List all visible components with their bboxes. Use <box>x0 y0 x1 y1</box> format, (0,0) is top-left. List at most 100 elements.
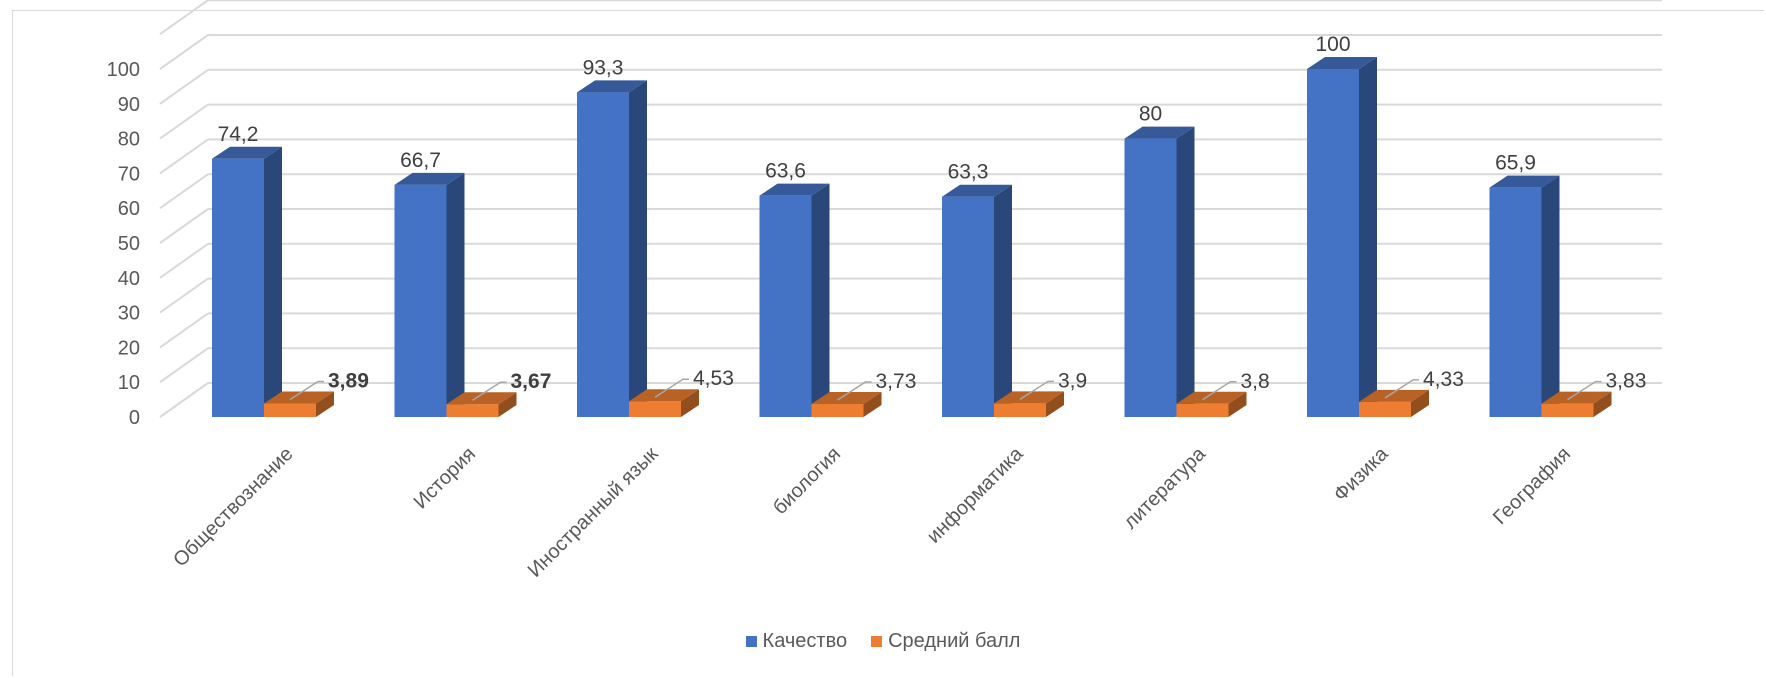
data-label-quality: 100 <box>1315 33 1350 56</box>
bar-average-2-top <box>629 389 699 402</box>
leader-line-average <box>1384 379 1419 399</box>
bar-average-3-side <box>863 392 882 417</box>
x-category-label: информатика <box>923 442 1028 547</box>
gridline-floor-90 <box>159 68 209 105</box>
x-category-label: Обществознание <box>169 443 297 571</box>
bar-quality-0-top <box>212 146 282 159</box>
bar-average-6-side <box>1411 389 1429 417</box>
bar-quality-2-top <box>577 80 647 93</box>
data-label-average: 3,83 <box>1606 370 1647 393</box>
x-category-label: История <box>410 443 480 513</box>
leader-line-average <box>654 378 689 398</box>
bar-quality-6-front <box>1307 69 1359 417</box>
data-label-quality: 65,9 <box>1495 152 1536 175</box>
y-tick-label: 30 <box>118 303 140 325</box>
bar-quality-3-front <box>759 195 812 417</box>
gridline-floor-10 <box>159 347 209 384</box>
gridline-floor-70 <box>159 138 209 175</box>
legend-label-average: Средний балл <box>888 630 1021 652</box>
bar-average-4-side <box>1046 391 1064 417</box>
bar-quality-3-top <box>759 183 830 196</box>
y-tick-label: 50 <box>118 233 140 255</box>
data-label-average: 3,8 <box>1241 370 1270 393</box>
data-label-average: 3,67 <box>511 370 552 393</box>
bar-average-5-front <box>1176 403 1229 417</box>
data-label-average: 4,33 <box>1423 368 1464 391</box>
leader-line-average <box>837 381 872 401</box>
gridline-floor-80 <box>159 103 209 140</box>
bar-quality-5-top <box>1124 126 1195 139</box>
bar-quality-4-front <box>942 196 994 417</box>
x-category-label: биология <box>769 443 845 519</box>
bar-average-3-top <box>811 392 882 405</box>
bar-average-2-front <box>629 401 681 417</box>
legend-swatch-average <box>871 636 883 647</box>
y-tick-label: 0 <box>129 407 140 429</box>
chart-frame <box>12 10 1764 676</box>
bar-quality-7-side <box>1541 175 1560 417</box>
y-tick-label: 80 <box>118 129 140 151</box>
bar-quality-3-side <box>811 183 830 417</box>
gridline-floor-30 <box>159 277 209 314</box>
bar-quality-4-top <box>942 184 1012 197</box>
bar-quality-5-side <box>1176 126 1195 417</box>
gridline-floor-50 <box>159 208 209 244</box>
bar-quality-2-front <box>577 92 629 417</box>
gridline-floor-0 <box>159 382 209 418</box>
legend-item-quality: Качество <box>745 630 847 653</box>
bar-average-7-side <box>1593 391 1612 417</box>
gridline-floor-60 <box>159 173 209 210</box>
bar-average-4-front <box>994 403 1046 417</box>
y-tick-label: 60 <box>118 198 140 220</box>
bar-average-1-front <box>446 404 499 417</box>
bar-quality-6-side <box>1359 57 1377 417</box>
bar-quality-1-top <box>394 172 465 185</box>
data-label-quality: 66,7 <box>400 149 441 172</box>
data-label-quality: 93,3 <box>583 56 624 79</box>
bar-average-6-front <box>1359 401 1411 417</box>
y-tick-label: 10 <box>118 372 140 394</box>
bar-quality-1-side <box>446 172 465 417</box>
gridline-floor-20 <box>159 312 209 349</box>
bar-quality-5-front <box>1124 138 1177 417</box>
leader-line-average <box>472 381 507 401</box>
data-label-quality: 74,2 <box>218 123 259 146</box>
bar-average-6-top <box>1359 389 1429 402</box>
data-label-quality: 63,3 <box>948 161 989 184</box>
bar-average-1-top <box>446 392 517 405</box>
y-tick-label: 90 <box>118 94 140 116</box>
y-tick-label: 40 <box>118 268 140 290</box>
legend: Качество Средний балл <box>0 630 1766 653</box>
bar-average-0-front <box>264 403 316 417</box>
x-category-label: Физика <box>1330 442 1394 506</box>
bar-quality-1-front <box>394 184 447 417</box>
bar-average-1-side <box>498 392 517 417</box>
bar-quality-0-side <box>264 146 282 417</box>
bar-quality-0-front <box>212 158 264 417</box>
bar-quality-6-top <box>1307 57 1377 69</box>
bar-quality-7-front <box>1489 187 1542 417</box>
x-category-label: География <box>1489 443 1575 529</box>
leader-line-average <box>289 380 324 401</box>
bar-average-7-front <box>1541 403 1594 417</box>
bar-average-5-top <box>1176 391 1247 404</box>
bar-quality-4-side <box>994 184 1012 417</box>
bar-average-0-top <box>264 391 334 404</box>
bar-average-3-front <box>811 404 864 417</box>
bar-average-0-side <box>316 391 334 417</box>
legend-item-average: Средний балл <box>871 630 1020 653</box>
bar-quality-2-side <box>629 80 647 417</box>
gridline-floor-100 <box>159 34 209 70</box>
data-label-quality: 63,6 <box>765 160 806 183</box>
gridline-floor-40 <box>159 242 209 279</box>
bar-average-5-side <box>1228 391 1247 417</box>
x-category-label: литература <box>1119 442 1210 533</box>
legend-swatch-quality <box>745 636 757 647</box>
bar-average-7-top <box>1541 391 1612 404</box>
y-tick-label: 100 <box>107 59 140 81</box>
bar-chart: 0 10 20 30 40 50 60 70 80 90 100 74,2 3,89 Обществозн… <box>107 0 1662 582</box>
leader-line-average <box>1567 380 1602 401</box>
leader-line-average <box>1019 380 1054 401</box>
gridline-top-floor <box>159 0 209 36</box>
data-label-average: 3,73 <box>876 370 917 393</box>
